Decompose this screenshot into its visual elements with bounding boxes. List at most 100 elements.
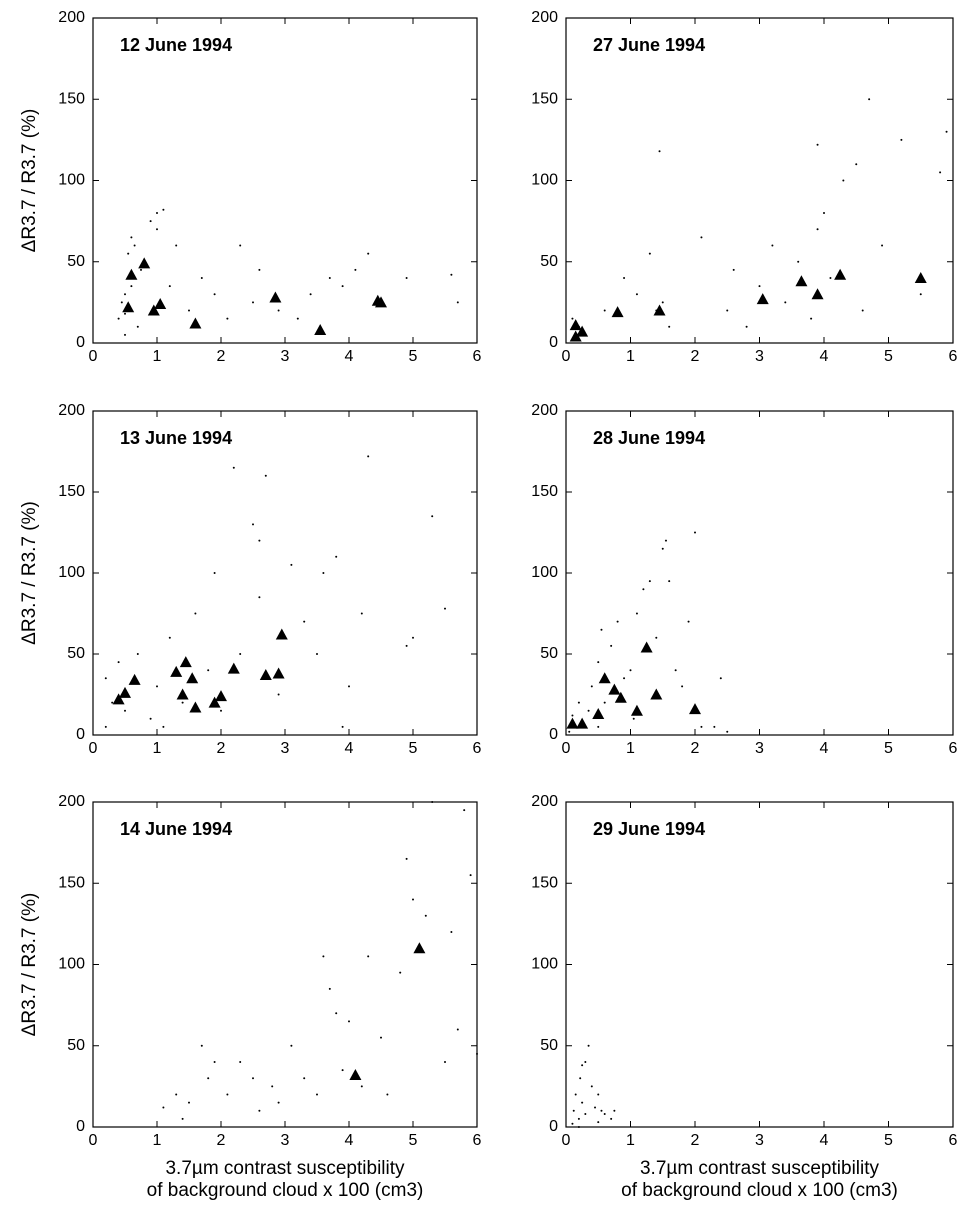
data-point <box>469 874 472 877</box>
x-tick-label: 5 <box>884 1132 893 1149</box>
data-point <box>571 714 574 717</box>
x-tick-label: 2 <box>217 1132 226 1149</box>
panel: 0 50 100 150 200 0 1 2 3 4 5 6 28 June 1994 <box>531 402 957 757</box>
panel: 0 50 100 150 200 0 1 2 3 4 5 6 13 June 1994 ΔR3.7 / R… <box>19 402 482 757</box>
x-tick-label: 2 <box>217 348 226 365</box>
data-point <box>571 317 574 320</box>
data-point <box>456 1028 459 1031</box>
data-point <box>444 1061 446 1063</box>
mean-marker <box>576 717 589 729</box>
x-axis-label: 3.7µm contrast susceptibility <box>640 1158 880 1179</box>
data-point <box>348 685 350 688</box>
panel-title: 13 June 1994 <box>120 428 232 448</box>
data-point <box>597 725 600 728</box>
data-point <box>316 1093 318 1096</box>
data-point <box>136 653 139 655</box>
x-tick-label: 2 <box>691 1132 700 1149</box>
y-tick-label: 50 <box>67 253 85 270</box>
data-point <box>239 653 242 655</box>
x-tick-label: 2 <box>691 740 700 757</box>
data-point <box>655 636 658 639</box>
mean-marker <box>349 1069 362 1080</box>
data-point <box>661 301 664 304</box>
data-point <box>124 333 126 336</box>
y-tick-label: 150 <box>58 874 85 891</box>
x-tick-label: 0 <box>89 1132 98 1149</box>
data-point <box>239 244 242 247</box>
data-point <box>587 1044 590 1047</box>
data-point <box>632 717 635 720</box>
y-tick-label: 150 <box>58 483 85 500</box>
data-point <box>328 987 331 990</box>
data-point <box>226 1093 229 1096</box>
data-point <box>232 466 235 469</box>
data-point <box>758 285 761 288</box>
x-tick-label: 4 <box>345 348 354 365</box>
y-tick-label: 50 <box>540 645 558 662</box>
data-point <box>290 563 293 566</box>
data-point <box>431 801 434 803</box>
y-axis-label: ΔR3.7 / R3.7 (%) <box>19 501 40 645</box>
data-point <box>939 171 942 174</box>
data-point <box>367 955 370 958</box>
data-point <box>303 1077 306 1080</box>
plot-frame <box>565 801 954 1128</box>
mean-marker <box>795 275 808 287</box>
mean-marker <box>259 669 272 681</box>
data-point <box>239 1061 242 1063</box>
data-point <box>610 1117 613 1120</box>
data-point <box>855 163 858 166</box>
data-point <box>200 277 203 279</box>
mean-marker <box>592 707 605 719</box>
data-point <box>823 212 825 214</box>
data-point <box>881 244 884 247</box>
data-point <box>700 725 703 728</box>
data-point <box>168 636 171 639</box>
data-point <box>577 701 580 704</box>
data-point <box>213 1061 216 1063</box>
data-point <box>581 1101 584 1104</box>
y-tick-label: 0 <box>76 334 85 351</box>
plot-frame <box>565 17 954 344</box>
x-tick-label: 5 <box>409 348 418 365</box>
mean-marker <box>834 268 847 280</box>
data-point <box>661 547 664 550</box>
mean-marker <box>566 717 579 729</box>
x-tick-label: 5 <box>884 348 893 365</box>
data-point <box>597 661 600 664</box>
data-point <box>399 971 402 974</box>
data-point <box>354 268 357 271</box>
y-tick-label: 200 <box>531 9 558 26</box>
data-point <box>694 531 696 534</box>
data-point <box>207 669 210 672</box>
data-point <box>117 317 120 320</box>
data-point <box>603 701 606 704</box>
x-tick-label: 6 <box>949 348 958 365</box>
x-tick-label: 6 <box>473 1132 482 1149</box>
data-point <box>603 309 606 312</box>
y-tick-label: 0 <box>549 1118 558 1135</box>
data-point <box>277 309 280 312</box>
x-tick-label: 0 <box>562 348 571 365</box>
mean-marker <box>186 672 199 684</box>
data-point <box>258 268 261 271</box>
mean-marker <box>119 686 131 698</box>
y-tick-label: 100 <box>531 564 558 581</box>
plot-frame <box>92 17 478 344</box>
data-point <box>335 1012 338 1015</box>
data-point <box>290 1044 293 1047</box>
x-tick-label: 3 <box>755 348 764 365</box>
data-point <box>579 1077 582 1080</box>
data-point <box>577 1126 580 1128</box>
mean-marker <box>128 673 141 685</box>
x-tick-label: 4 <box>820 1132 829 1149</box>
data-point <box>687 620 690 623</box>
data-point <box>341 1069 344 1072</box>
data-point <box>258 596 261 599</box>
mean-marker <box>630 704 643 716</box>
y-tick-label: 0 <box>549 726 558 743</box>
y-tick-label: 0 <box>549 334 558 351</box>
y-tick-label: 200 <box>58 9 85 26</box>
data-point <box>719 677 722 680</box>
